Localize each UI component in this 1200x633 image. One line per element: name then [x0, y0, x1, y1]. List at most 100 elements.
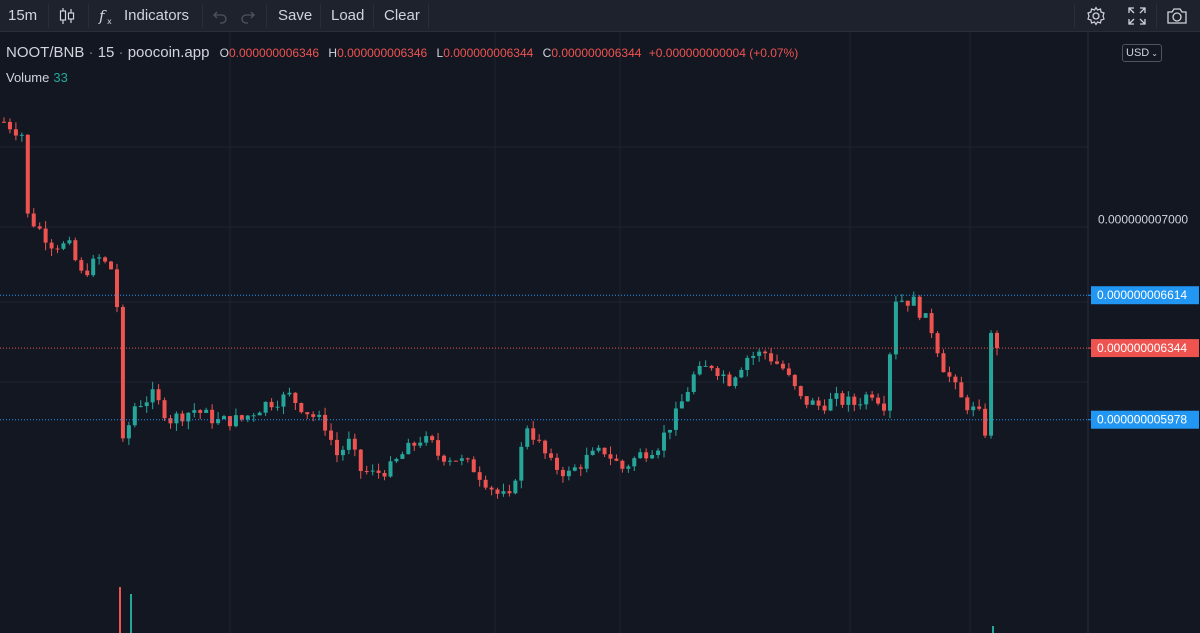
- candle-body: [620, 460, 625, 469]
- candle-body: [513, 480, 518, 494]
- redo-button[interactable]: [240, 0, 256, 31]
- candle-body: [519, 446, 524, 481]
- candle-body: [2, 121, 6, 123]
- candle-body: [876, 397, 881, 404]
- chart-type-button[interactable]: [58, 0, 76, 31]
- candle-body: [418, 442, 423, 446]
- candle-body: [394, 458, 399, 462]
- candle-body: [382, 472, 387, 477]
- candle-body: [554, 457, 559, 470]
- source-label: poocoin.app: [127, 44, 210, 61]
- candle-body: [275, 406, 280, 408]
- candle-body: [786, 368, 791, 375]
- candle-body: [757, 351, 762, 356]
- candle-body: [656, 450, 661, 456]
- close-label: C: [542, 46, 552, 60]
- candle-body: [174, 413, 179, 424]
- candle-body: [227, 416, 232, 427]
- candle-body: [138, 406, 143, 408]
- candle-body: [388, 461, 393, 477]
- currency-selector[interactable]: USD ⌄: [1122, 44, 1162, 62]
- screenshot-button[interactable]: [1166, 0, 1188, 31]
- interval-legend: 15: [97, 44, 115, 61]
- candle-body: [144, 402, 149, 407]
- volume-bar: [130, 594, 132, 633]
- clear-button[interactable]: Clear: [384, 0, 420, 31]
- candle-body: [364, 471, 369, 473]
- candle-body: [233, 415, 238, 427]
- candle-body: [150, 389, 155, 403]
- candle-body: [37, 226, 42, 229]
- save-label: Save: [278, 7, 313, 24]
- candle-body: [73, 240, 78, 261]
- candle-body: [882, 403, 887, 411]
- candle-body: [67, 240, 72, 244]
- candle-body: [792, 374, 797, 387]
- candle-body: [61, 243, 66, 249]
- volume-legend: Volume 33: [6, 70, 68, 85]
- candle-body: [989, 332, 994, 436]
- candle-body: [352, 438, 357, 450]
- candle-body: [685, 391, 690, 402]
- candle-body: [340, 449, 345, 456]
- candle-body: [572, 467, 577, 471]
- candle-body: [447, 460, 452, 462]
- interval-button[interactable]: 15m: [8, 0, 37, 31]
- candle-body: [751, 355, 756, 358]
- indicators-label: Indicators: [124, 7, 190, 24]
- svg-text:x: x: [107, 17, 112, 25]
- candle-body: [120, 307, 125, 439]
- open-label: O: [219, 46, 229, 60]
- candle-body: [816, 400, 821, 406]
- candle-body: [673, 408, 678, 430]
- load-label: Load: [331, 7, 365, 24]
- candle-body: [549, 453, 554, 458]
- load-button[interactable]: Load: [331, 0, 364, 31]
- save-button[interactable]: Save: [278, 0, 312, 31]
- candle-body: [507, 491, 512, 494]
- open-value: 0.000000006346: [228, 46, 320, 60]
- candle-body: [929, 313, 934, 334]
- candle-body: [222, 416, 227, 420]
- fullscreen-button[interactable]: [1127, 0, 1147, 31]
- candle-body: [638, 452, 643, 459]
- candle-body: [953, 376, 958, 383]
- candle-body: [103, 257, 108, 262]
- candle-body: [311, 414, 316, 417]
- candle-body: [810, 400, 815, 405]
- undo-icon: [212, 8, 228, 24]
- candle-body: [733, 377, 738, 386]
- currency-label: USD: [1126, 47, 1150, 59]
- candle-body: [13, 129, 18, 136]
- candle-body: [798, 386, 803, 397]
- price-chart[interactable]: 0.000000007000 0.000000006614 0.0000000063…: [0, 32, 1200, 633]
- toolbar-divider: [266, 4, 267, 28]
- redo-icon: [240, 8, 256, 24]
- candle-body: [346, 438, 351, 450]
- candle-body: [251, 415, 256, 417]
- low-label: L: [436, 46, 444, 60]
- candle-body: [614, 458, 619, 461]
- candle-body: [483, 479, 488, 488]
- candle-body: [899, 300, 904, 302]
- candle-body: [667, 429, 672, 433]
- candle-body: [596, 447, 601, 451]
- toolbar-divider: [1156, 4, 1157, 28]
- toolbar-divider: [320, 4, 321, 28]
- fullscreen-icon: [1127, 6, 1147, 26]
- price-marker: [1091, 410, 1199, 429]
- candle-body: [257, 412, 262, 416]
- settings-button[interactable]: [1086, 0, 1106, 31]
- candle-body: [769, 353, 774, 362]
- undo-button[interactable]: [212, 0, 228, 31]
- toolbar-divider: [1074, 4, 1075, 28]
- low-value: 0.000000006344: [443, 46, 534, 60]
- candle-body: [977, 406, 982, 409]
- candle-body: [186, 412, 191, 422]
- candle-body: [216, 419, 221, 424]
- candle-body: [911, 296, 916, 306]
- candle-body: [828, 398, 833, 411]
